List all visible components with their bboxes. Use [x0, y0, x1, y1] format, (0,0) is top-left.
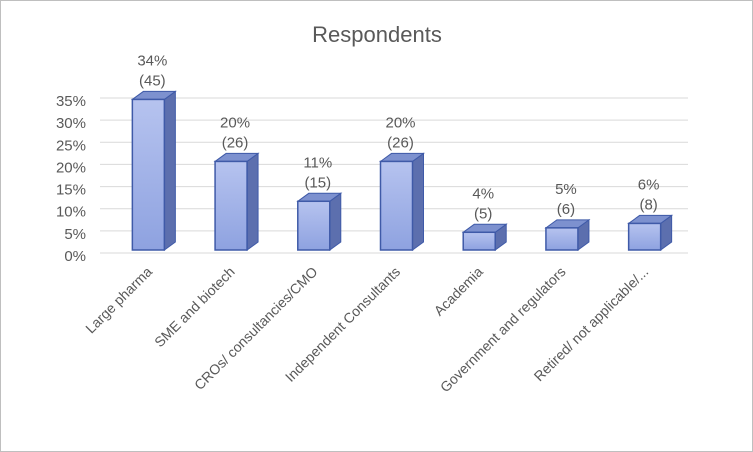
count-label: (8): [639, 196, 657, 213]
bar-side: [163, 90, 176, 251]
value-label: 5%: [555, 181, 577, 198]
y-tick-label: 35%: [56, 93, 86, 110]
y-tick-label: 30%: [56, 115, 86, 132]
y-tick-label: 0%: [64, 248, 86, 265]
value-label: 20%: [220, 114, 250, 131]
y-tick-label: 10%: [56, 204, 86, 221]
bar: [379, 160, 414, 251]
value-label: 6%: [638, 176, 660, 193]
bar: [214, 160, 248, 251]
value-label: 11%: [303, 154, 332, 171]
count-label: (45): [139, 72, 166, 89]
bar-side: [246, 152, 259, 251]
y-tick-label: 20%: [56, 159, 86, 176]
bar: [627, 222, 662, 251]
bar: [131, 98, 166, 251]
count-label: (15): [304, 174, 331, 191]
y-tick-label: 25%: [56, 137, 86, 154]
bar: [297, 200, 331, 251]
value-label: 4%: [472, 185, 494, 202]
value-label: 20%: [385, 114, 415, 131]
y-tick-label: 15%: [56, 182, 86, 199]
chart-title: Respondents: [312, 22, 442, 47]
count-label: (26): [387, 134, 414, 151]
value-label: 34%: [137, 52, 167, 69]
bar-side: [412, 152, 424, 251]
count-label: (26): [222, 134, 249, 151]
bar: [545, 227, 579, 251]
count-label: (6): [557, 201, 575, 218]
y-tick-label: 5%: [64, 226, 86, 243]
bar-side: [329, 192, 342, 251]
bar: [462, 231, 496, 251]
count-label: (5): [474, 205, 492, 222]
